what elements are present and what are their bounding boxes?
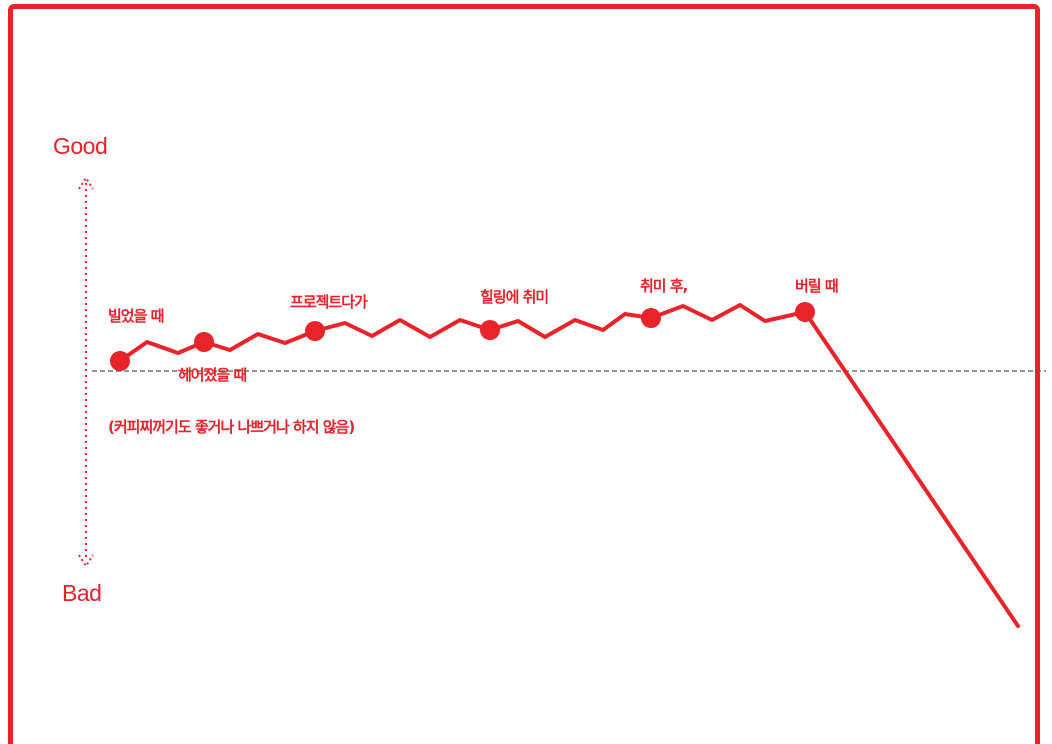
point-5 bbox=[795, 302, 815, 322]
axis-arrow-down-icon bbox=[78, 554, 94, 568]
baseline-note: (커피찌꺼기도 좋거나 나쁘거나 하지 않음) bbox=[108, 418, 355, 436]
mood-line bbox=[118, 303, 806, 363]
axis-label-good: Good bbox=[53, 133, 108, 159]
point-2 bbox=[305, 321, 325, 341]
point-4 bbox=[641, 308, 661, 328]
point-label-1: 빌었을 때 bbox=[108, 307, 164, 325]
axis-arrow-up-icon bbox=[78, 176, 94, 190]
decline-line bbox=[803, 310, 1020, 628]
point-label-6: 버릴 때 bbox=[795, 277, 839, 295]
point-label-5: 취미 후, bbox=[640, 277, 688, 295]
point-label-4: 힐링에 취미 bbox=[480, 288, 549, 306]
point-label-2: 헤어졌을 때 bbox=[178, 366, 247, 384]
point-3 bbox=[480, 320, 500, 340]
point-1 bbox=[194, 332, 214, 352]
axis-label-bad: Bad bbox=[62, 580, 102, 606]
point-start bbox=[110, 351, 130, 371]
point-label-3: 프로젝트다가 bbox=[290, 293, 368, 311]
diagram-frame bbox=[8, 4, 1040, 744]
